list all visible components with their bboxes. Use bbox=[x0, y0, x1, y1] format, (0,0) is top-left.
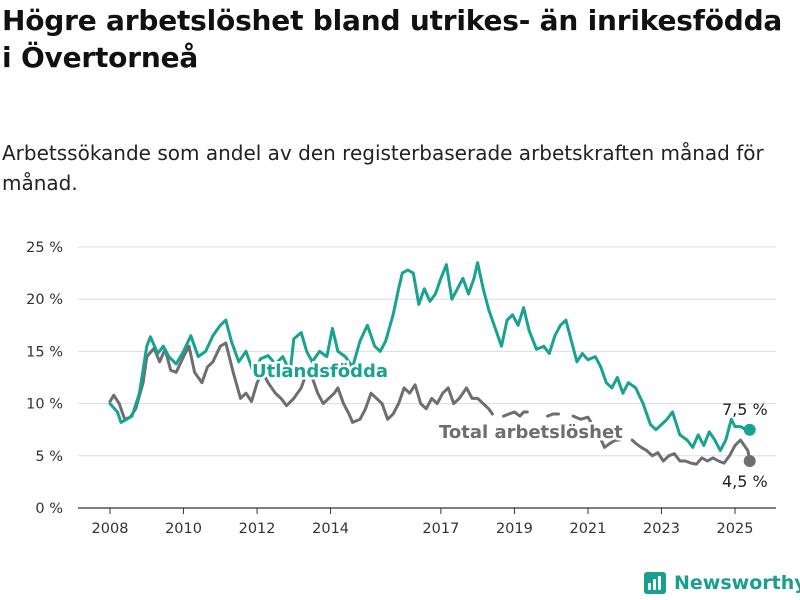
series-label-utlandsfodda: Utlandsfödda bbox=[252, 361, 388, 382]
end-label-total: 4,5 % bbox=[722, 472, 768, 491]
x-tick-label: 2021 bbox=[569, 521, 606, 537]
y-tick-label: 15 % bbox=[26, 344, 63, 360]
x-tick-label: 2017 bbox=[422, 521, 459, 537]
series-label-total: Total arbetslöshet bbox=[439, 422, 623, 443]
series-labels: Utlandsfödda Total arbetslöshet 7,5 % 4,… bbox=[250, 359, 768, 492]
x-tick-label: 2010 bbox=[165, 521, 202, 537]
chart-subtitle: Arbetssökande som andel av den registerb… bbox=[2, 141, 764, 195]
y-tick-label: 0 % bbox=[35, 501, 63, 517]
x-tick-label: 2023 bbox=[643, 521, 680, 537]
series-line-total bbox=[108, 341, 752, 466]
x-tick-label: 2025 bbox=[717, 521, 754, 537]
y-tick-label: 25 % bbox=[26, 240, 63, 256]
end-label-utlandsfodda: 7,5 % bbox=[722, 400, 768, 419]
series-line-utlandsfodda bbox=[108, 261, 752, 453]
series-lines bbox=[108, 261, 756, 468]
y-tick-label: 10 % bbox=[26, 397, 63, 413]
x-tick-label: 2014 bbox=[312, 521, 349, 537]
x-axis: 2008 2010 2012 2014 2017 2019 2021 2023 2025 bbox=[78, 507, 776, 537]
end-point-utlandsfodda bbox=[743, 423, 756, 436]
y-tick-label: 5 % bbox=[35, 449, 63, 465]
x-tick-label: 2019 bbox=[496, 521, 533, 537]
chart-title: Högre arbetslöshet bland utrikes- än inr… bbox=[2, 4, 783, 74]
y-axis-labels: 0 % 5 % 10 % 15 % 20 % 25 % bbox=[26, 240, 63, 517]
brand-name: Newsworthy bbox=[674, 572, 800, 594]
newsworthy-brand[interactable]: Newsworthy bbox=[644, 568, 800, 598]
x-tick-label: 2008 bbox=[92, 521, 129, 537]
bar-chart-logo-icon bbox=[644, 572, 666, 594]
x-tick-label: 2012 bbox=[239, 521, 276, 537]
end-point-total bbox=[743, 455, 756, 468]
y-tick-label: 20 % bbox=[26, 292, 63, 308]
